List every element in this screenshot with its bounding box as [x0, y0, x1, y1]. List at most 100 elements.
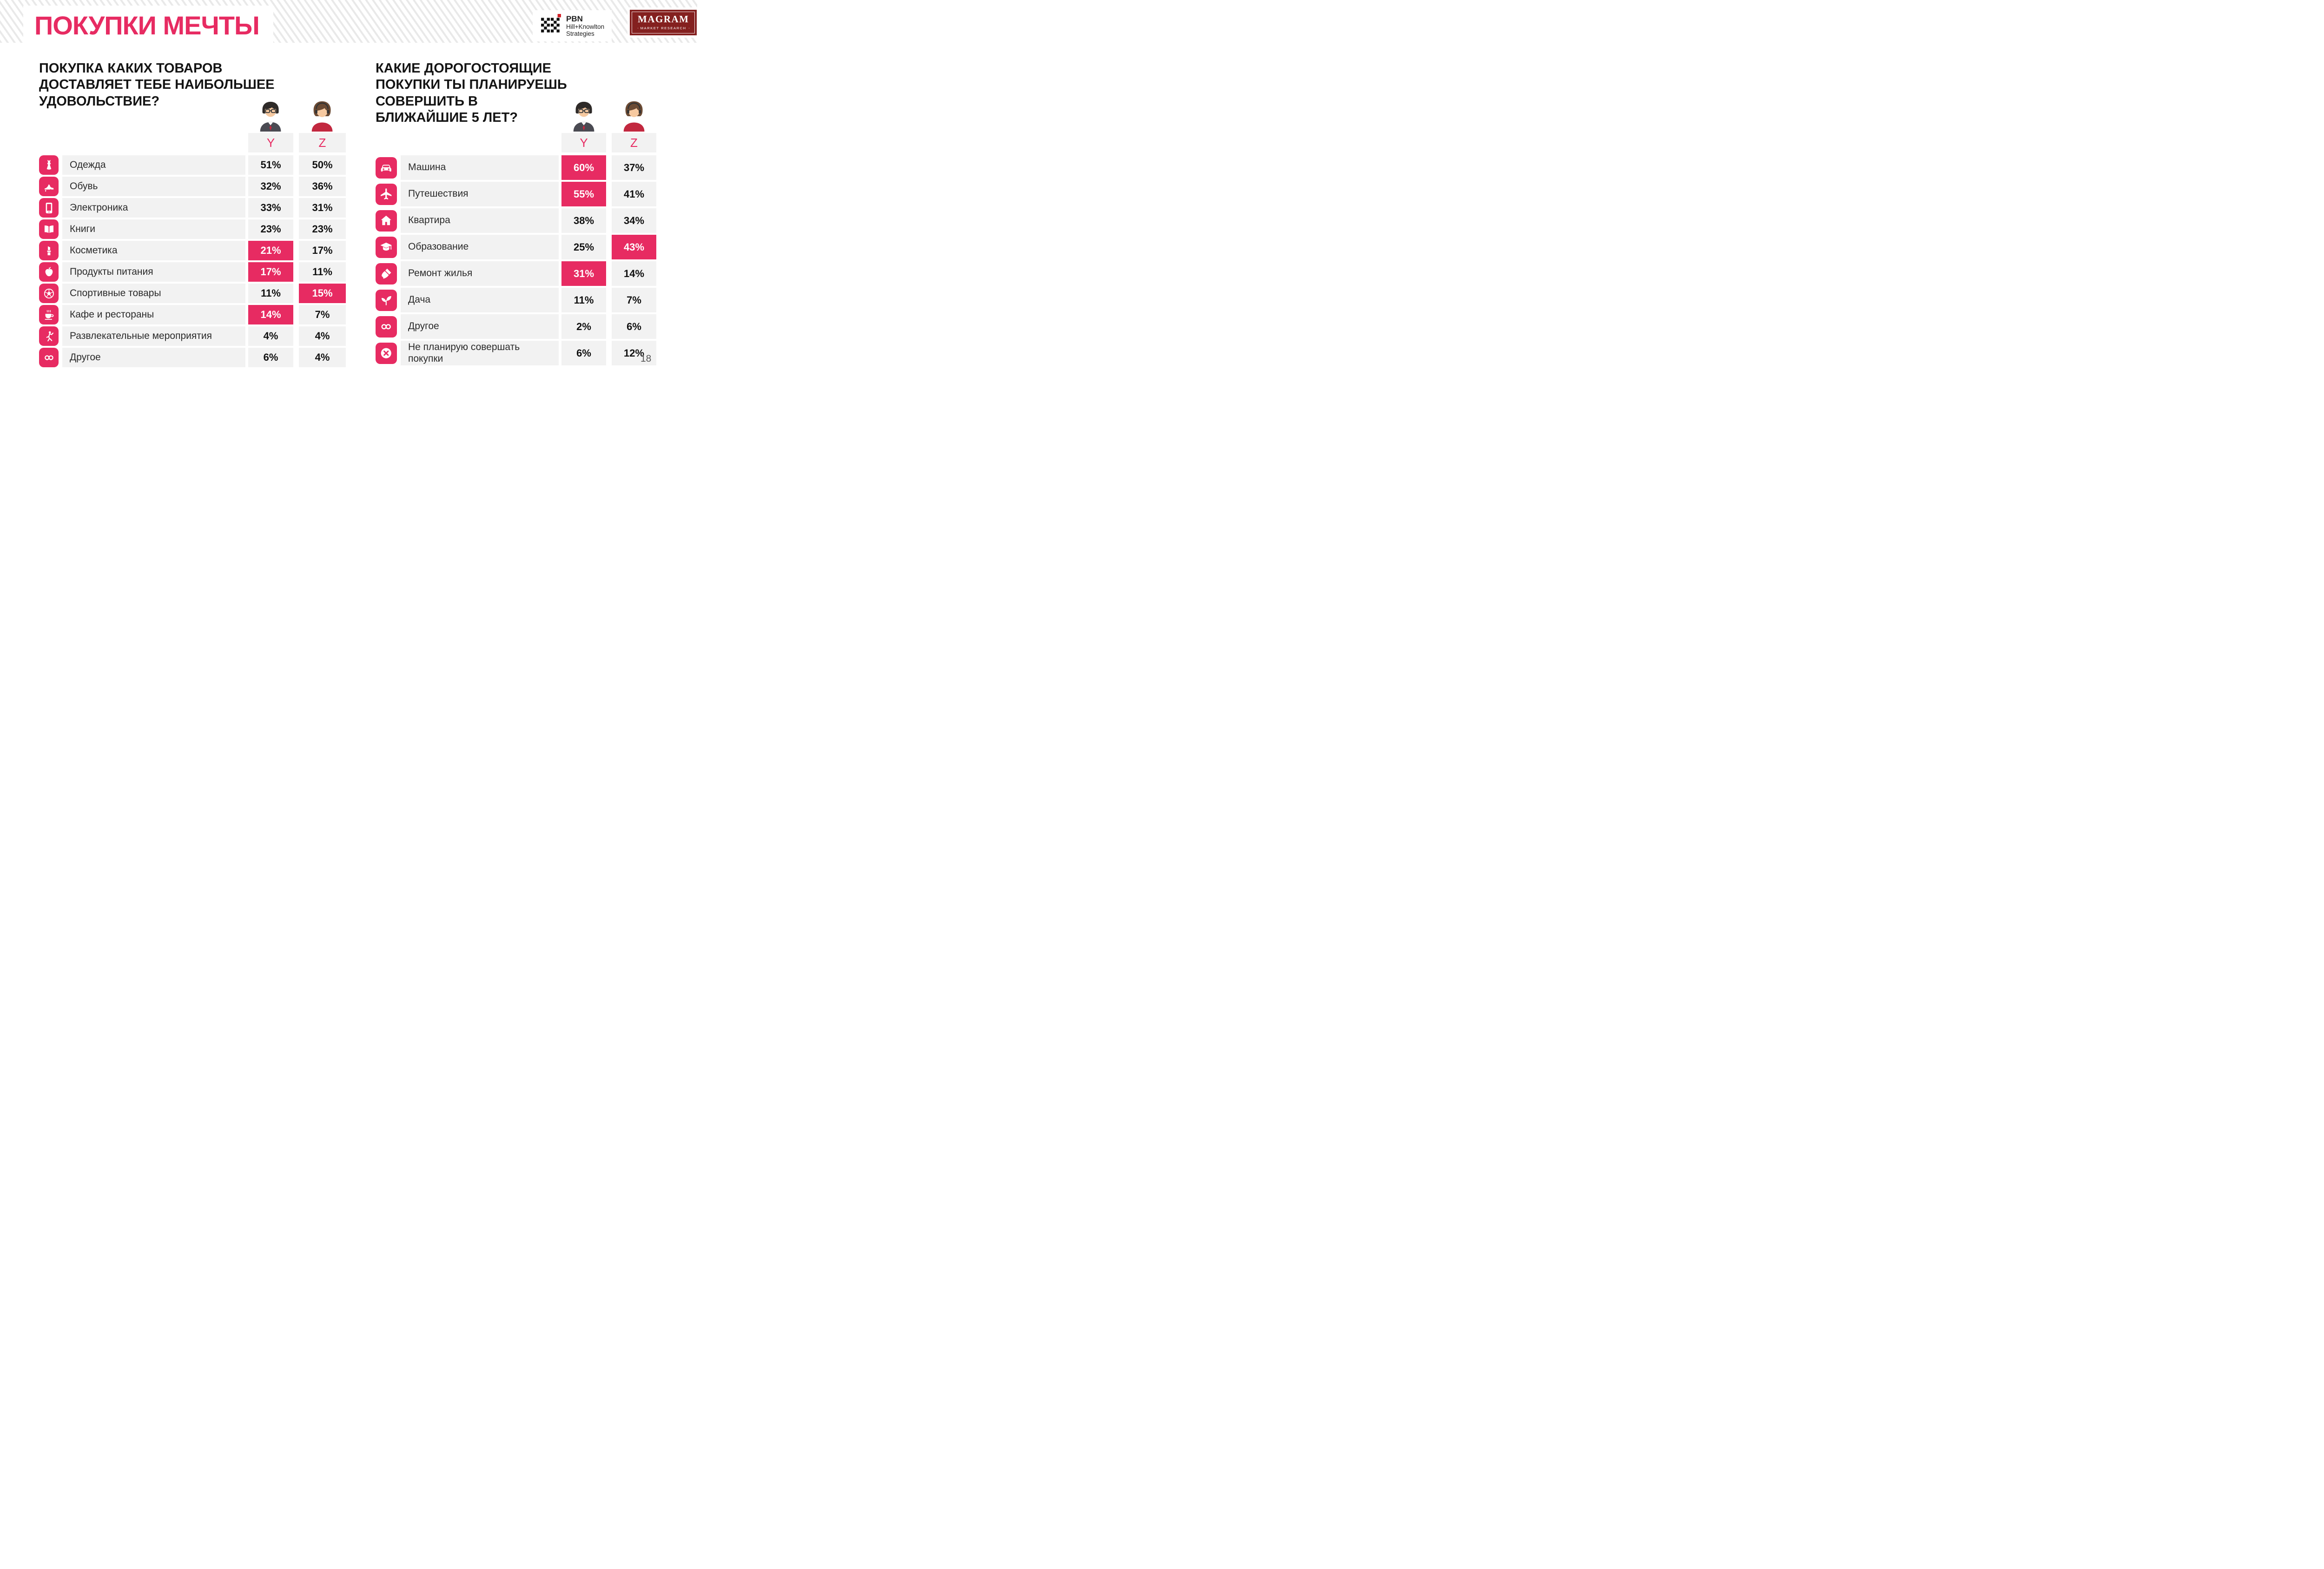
smartphone-icon: [39, 198, 59, 218]
table-row: Другое 2% 6%: [376, 314, 656, 339]
row-label: Обувь: [62, 177, 245, 196]
value-cell-z: 43%: [612, 235, 656, 259]
row-label: Образование: [401, 235, 559, 259]
pbn-checker-icon: [540, 14, 561, 38]
value-cell-y: 25%: [561, 235, 606, 259]
table-header: Y Z: [39, 99, 346, 152]
page-number: 18: [640, 353, 652, 364]
pbn-logo: PBN Hill+Knowlton Strategies: [533, 10, 612, 41]
dancer-icon: [39, 326, 59, 346]
value-cell-z: 4%: [299, 348, 346, 367]
row-label: Кафе и рестораны: [62, 305, 245, 324]
row-label: Одежда: [62, 155, 245, 175]
value-cell-z: 6%: [612, 314, 656, 339]
column-header-y: Y: [561, 133, 606, 152]
table-row: Ремонт жилья 31% 14%: [376, 261, 656, 286]
row-label: Машина: [401, 155, 559, 180]
value-cell-y: 38%: [561, 208, 606, 233]
value-cell-y: 17%: [248, 262, 293, 282]
row-label: Ремонт жилья: [401, 261, 559, 286]
value-cell-y: 23%: [248, 219, 293, 239]
value-cell-z: 12%: [612, 341, 656, 365]
value-cell-z: 37%: [612, 155, 656, 180]
apple-icon: [39, 262, 59, 282]
row-label: Квартира: [401, 208, 559, 233]
value-cell-y: 31%: [561, 261, 606, 286]
generation-y-avatar: [569, 99, 599, 132]
paint-brush-icon: [376, 263, 397, 285]
column-header-z: Z: [612, 133, 656, 152]
value-cell-z: 7%: [612, 288, 656, 312]
infinity-icon: [39, 348, 59, 367]
table-row: Спортивные товары 11% 15%: [39, 284, 346, 303]
value-cell-y: 33%: [248, 198, 293, 218]
row-label: Развлекательные мероприятия: [62, 326, 245, 346]
table-rows: Машина 60% 37% Путешествия 55% 41% Квартира 38%…: [376, 155, 656, 365]
row-label: Продукты питания: [62, 262, 245, 282]
row-label: Спортивные товары: [62, 284, 245, 303]
row-label: Путешествия: [401, 182, 559, 206]
row-label: Дача: [401, 288, 559, 312]
table-row: Не планирую совершать покупки 6% 12%: [376, 341, 656, 365]
magram-subtitle: MARKET RESEARCH: [640, 26, 687, 30]
book-icon: [39, 219, 59, 239]
column-header-y: Y: [248, 133, 293, 152]
table-row: Одежда 51% 50%: [39, 155, 346, 175]
table-row: Книги 23% 23%: [39, 219, 346, 239]
generation-y-avatar: [256, 99, 285, 132]
value-cell-y: 21%: [248, 241, 293, 260]
dress-icon: [39, 155, 59, 175]
table-header: Y Z: [376, 99, 656, 152]
value-cell-z: 34%: [612, 208, 656, 233]
table-row: Электроника 33% 31%: [39, 198, 346, 218]
panel-pleasure-purchases: ПОКУПКА КАКИХ ТОВАРОВ ДОСТАВЛЯЕТ ТЕБЕ НА…: [39, 60, 346, 367]
slide-title-box: ПОКУПКИ МЕЧТЫ: [23, 6, 273, 47]
pbn-line2: Hill+Knowlton: [566, 23, 605, 30]
pbn-line1: PBN: [566, 14, 583, 23]
row-label: Косметика: [62, 241, 245, 260]
value-cell-y: 6%: [561, 341, 606, 365]
value-cell-z: 36%: [299, 177, 346, 196]
value-cell-z: 31%: [299, 198, 346, 218]
table-row: Продукты питания 17% 11%: [39, 262, 346, 282]
magram-logo: MAGRAM MARKET RESEARCH: [627, 7, 700, 38]
value-cell-y: 2%: [561, 314, 606, 339]
row-label: Другое: [62, 348, 245, 367]
table-row: Косметика 21% 17%: [39, 241, 346, 260]
question-title: ПОКУПКА КАКИХ ТОВАРОВ ДОСТАВЛЯЕТ ТЕБЕ НА…: [39, 61, 275, 109]
table-row: Дача 11% 7%: [376, 288, 656, 312]
value-cell-y: 11%: [248, 284, 293, 303]
table-row: Путешествия 55% 41%: [376, 182, 656, 206]
value-cell-z: 11%: [299, 262, 346, 282]
plane-icon: [376, 183, 397, 205]
value-cell-z: 14%: [612, 261, 656, 286]
question-title: КАКИЕ ДОРОГОСТОЯЩИЕ ПОКУПКИ ТЫ ПЛАНИРУЕШ…: [376, 61, 567, 126]
car-icon: [376, 157, 397, 179]
table-row: Квартира 38% 34%: [376, 208, 656, 233]
value-cell-z: 4%: [299, 326, 346, 346]
table-row: Другое 6% 4%: [39, 348, 346, 367]
column-header-z: Z: [299, 133, 346, 152]
value-cell-z: 41%: [612, 182, 656, 206]
value-cell-z: 23%: [299, 219, 346, 239]
generation-z-avatar: [307, 99, 337, 132]
value-cell-y: 32%: [248, 177, 293, 196]
value-cell-y: 4%: [248, 326, 293, 346]
table-row: Машина 60% 37%: [376, 155, 656, 180]
sprout-icon: [376, 289, 397, 311]
magram-title: MAGRAM: [638, 13, 689, 25]
slide-title: ПОКУПКИ МЕЧТЫ: [34, 11, 260, 40]
pbn-line3: Strategies: [566, 30, 594, 38]
shoe-icon: [39, 177, 59, 196]
table-row: Образование 25% 43%: [376, 235, 656, 259]
value-cell-y: 14%: [248, 305, 293, 324]
infinity-icon: [376, 316, 397, 338]
value-cell-y: 60%: [561, 155, 606, 180]
generation-z-avatar: [619, 99, 649, 132]
row-label: Электроника: [62, 198, 245, 218]
value-cell-z: 17%: [299, 241, 346, 260]
table-row: Кафе и рестораны 14% 7%: [39, 305, 346, 324]
row-label: Книги: [62, 219, 245, 239]
value-cell-y: 11%: [561, 288, 606, 312]
value-cell-z: 15%: [299, 284, 346, 303]
